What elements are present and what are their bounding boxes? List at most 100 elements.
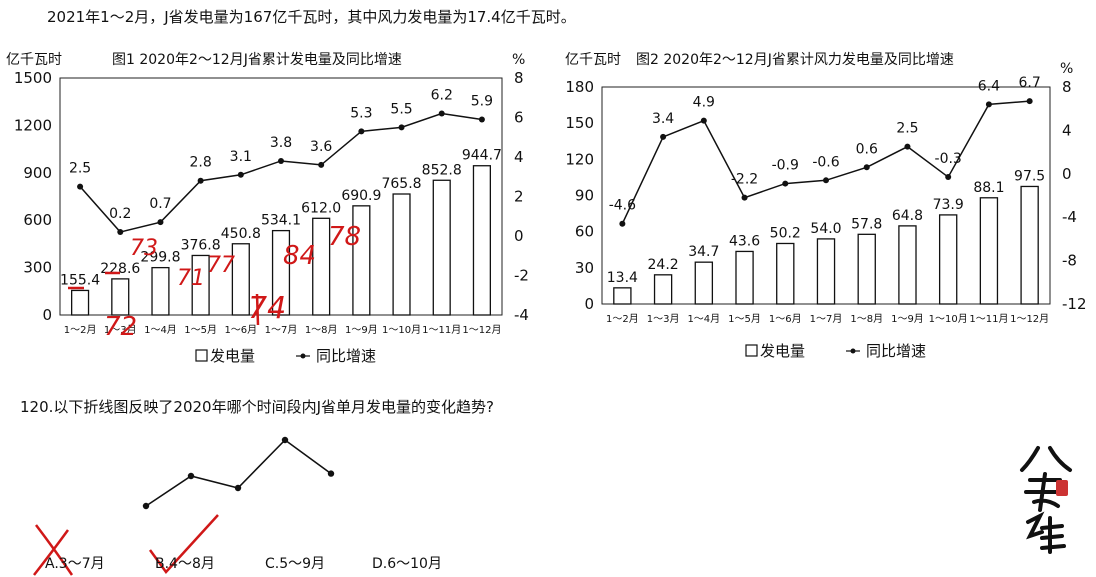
y2-tick-label: 2 [514, 188, 524, 206]
y-tick-label: 90 [575, 187, 594, 205]
x-tick-label: 1～5月 [728, 313, 761, 325]
option-d[interactable]: D.6～10月 [372, 556, 442, 572]
bar-data-label: 690.9 [341, 188, 381, 204]
option-b[interactable]: B.4～8月 [155, 556, 215, 572]
x-tick-label: 1～3月 [104, 324, 137, 336]
bar-data-label: 24.2 [648, 257, 679, 273]
trend-point [187, 472, 195, 480]
growth-point [478, 116, 485, 123]
y2-tick-label: 6 [514, 109, 524, 127]
growth-data-label: 5.9 [471, 93, 493, 109]
growth-data-label: 3.1 [230, 149, 252, 165]
growth-point [358, 128, 365, 135]
y-tick-label: 30 [575, 259, 594, 277]
y-tick-label: 300 [23, 259, 52, 277]
y-tick-label: 1200 [14, 116, 52, 134]
growth-data-label: 0.6 [856, 141, 878, 157]
y2-tick-label: 0 [1062, 165, 1072, 183]
growth-data-label: 0.7 [149, 196, 171, 212]
trend-line-chart [142, 436, 335, 510]
bar-data-label: 88.1 [973, 180, 1004, 196]
bar-data-label: 228.6 [100, 261, 140, 277]
x-tick-label: 1～12月 [1010, 313, 1049, 325]
x-tick-label: 1～7月 [810, 313, 843, 325]
legend-bar-swatch [745, 344, 758, 357]
x-tick-label: 1～2月 [64, 324, 97, 336]
growth-data-label: 6.4 [978, 78, 1000, 94]
bar [111, 278, 130, 316]
x-tick-label: 1～4月 [144, 324, 177, 336]
growth-point [438, 110, 445, 117]
y-tick-label: 150 [565, 114, 594, 132]
x-tick-label: 1～10月 [382, 324, 421, 336]
trend-point [234, 484, 242, 492]
y-tick-label: 0 [42, 306, 52, 324]
growth-data-label: 5.5 [390, 101, 412, 117]
bar [432, 179, 451, 316]
trend-point [142, 502, 150, 510]
x-tick-label: 1～5月 [184, 324, 217, 336]
bar [271, 229, 291, 316]
bar-data-label: 13.4 [607, 270, 638, 286]
hand-stroke [255, 293, 260, 326]
growth-point [782, 180, 789, 187]
growth-data-label: -0.9 [772, 158, 799, 174]
trend-point [281, 436, 289, 444]
y2-tick-label: 4 [514, 148, 524, 166]
x-tick-label: 1～11月 [422, 324, 461, 336]
y2-tick-label: -4 [1062, 208, 1077, 226]
growth-point [77, 183, 84, 190]
option-a[interactable]: A.3～7月 [45, 556, 105, 572]
growth-point [904, 143, 911, 150]
trend-point [327, 470, 335, 477]
intro-text: 2021年1～2月，J省发电量为167亿千瓦时，其中风力发电量为17.4亿千瓦时… [47, 8, 576, 26]
growth-data-label: -2.2 [731, 172, 758, 188]
chart-title: 图2 2020年2～12月J省累计风力发电量及同比增速 [636, 52, 954, 68]
y-axis-label: 亿千瓦时 [6, 52, 62, 68]
hand-mark-78: 78 [328, 222, 361, 252]
x-tick-label: 1～2月 [606, 313, 639, 325]
question-text: 120.以下折线图反映了2020年哪个时间段内J省单月发电量的变化趋势? [20, 398, 494, 416]
y2-tick-label: -2 [514, 267, 529, 285]
bar-data-label: 450.8 [221, 226, 261, 242]
x-tick-label: 1～9月 [891, 313, 924, 325]
bar-data-label: 64.8 [892, 208, 923, 224]
bar-data-label: 97.5 [1014, 168, 1045, 184]
y2-tick-label: 4 [1062, 121, 1072, 139]
hand-mark-74: 74 [248, 291, 286, 326]
growth-data-label: 2.5 [896, 121, 918, 137]
bar [151, 266, 170, 316]
y2-axis-label: % [1060, 61, 1073, 77]
option-c[interactable]: C.5～9月 [265, 556, 326, 572]
y-tick-label: 60 [575, 223, 594, 241]
bar [816, 238, 836, 305]
bar-data-label: 54.0 [810, 221, 841, 237]
growth-data-label: 3.6 [310, 139, 332, 155]
legend-bar-label: 发电量 [760, 342, 805, 360]
y2-tick-label: 8 [1062, 78, 1072, 96]
bar [312, 217, 331, 316]
legend-line-marker [300, 353, 306, 359]
legend-line-label: 同比增速 [316, 347, 376, 365]
legend-bar-swatch [195, 349, 208, 362]
growth-data-label: 2.8 [190, 155, 212, 171]
chart1: 图1 2020年2～12月J省累计发电量及同比增速 亿千瓦时 % 0 300 600 900… [6, 52, 529, 365]
growth-point [823, 177, 829, 184]
hand-check-mark [148, 514, 219, 574]
growth-data-label: 3.8 [270, 135, 292, 151]
growth-point [1026, 98, 1033, 105]
growth-point [863, 164, 870, 171]
x-tick-label: 1～11月 [969, 313, 1008, 325]
bar-data-label: 612.0 [301, 200, 341, 216]
bar [979, 197, 999, 305]
y-tick-label: 900 [23, 164, 52, 182]
growth-data-label: 6.2 [431, 88, 453, 104]
hand-mark-72: 72 [104, 312, 137, 342]
x-tick-label: 1～6月 [769, 313, 802, 325]
bar [857, 233, 876, 305]
growth-point [117, 229, 124, 236]
bar-data-label: 43.6 [729, 233, 760, 249]
bar [735, 250, 754, 305]
